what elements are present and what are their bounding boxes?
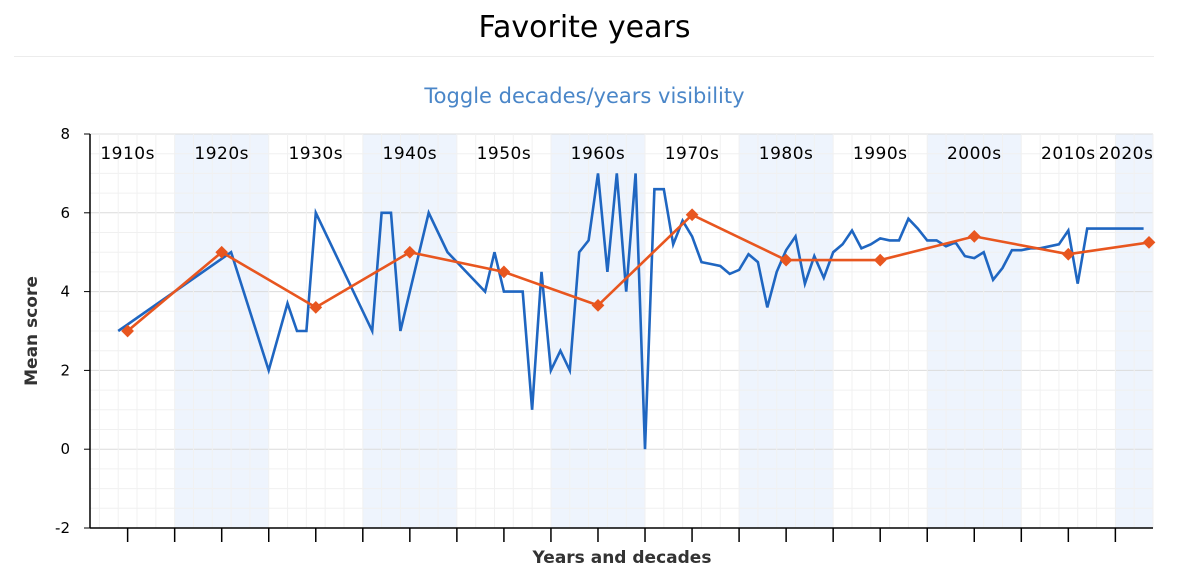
- y-tick-label: 2: [60, 361, 70, 379]
- y-tick-label: 8: [60, 125, 70, 143]
- chart-title: Favorite years: [478, 10, 691, 45]
- y-axis-ticks: -2 0 2 4 6 8: [55, 125, 90, 537]
- y-tick-label: 0: [60, 440, 70, 458]
- decade-label: 1950s: [477, 144, 532, 164]
- decade-marker: [873, 253, 887, 267]
- y-tick-label: 4: [60, 283, 70, 301]
- years-series: [117, 173, 1144, 450]
- decade-label: 1920s: [194, 144, 249, 164]
- decade-label: 1910s: [100, 144, 155, 164]
- x-axis-ticks: [126, 528, 1117, 542]
- title-divider: [14, 56, 1154, 57]
- toggle-visibility-link[interactable]: Toggle decades/years visibility: [424, 84, 745, 108]
- decade-label: 1980s: [759, 144, 814, 164]
- decade-marker: [121, 324, 134, 338]
- decade-label: 2000s: [947, 144, 1002, 164]
- decade-label: 1970s: [665, 144, 720, 164]
- axes: [89, 134, 1153, 529]
- gridlines: [90, 133, 1154, 529]
- y-axis-title: Mean score: [22, 276, 42, 386]
- decade-label: 1930s: [288, 144, 343, 164]
- decade-marker: [403, 245, 417, 259]
- y-tick-label: 6: [60, 204, 70, 222]
- y-tick-label: -2: [55, 519, 70, 537]
- decade-label: 1990s: [853, 144, 908, 164]
- decade-marker: [497, 265, 511, 279]
- years-line: [117, 173, 1144, 450]
- decade-marker: [309, 301, 323, 314]
- decades-series: [121, 208, 1156, 338]
- decade-label: 1940s: [383, 144, 438, 164]
- decades-line: [126, 213, 1150, 332]
- decade-labels: 1910s 1920s 1930s 1940s 1950s 1960s 1970s 1980s…: [100, 144, 1154, 164]
- decade-label: 1960s: [571, 144, 626, 164]
- decade-label: 2020s: [1099, 144, 1154, 164]
- decade-label: 2010s: [1041, 144, 1096, 164]
- decade-marker: [215, 245, 229, 259]
- x-axis-title: Years and decades: [532, 548, 712, 565]
